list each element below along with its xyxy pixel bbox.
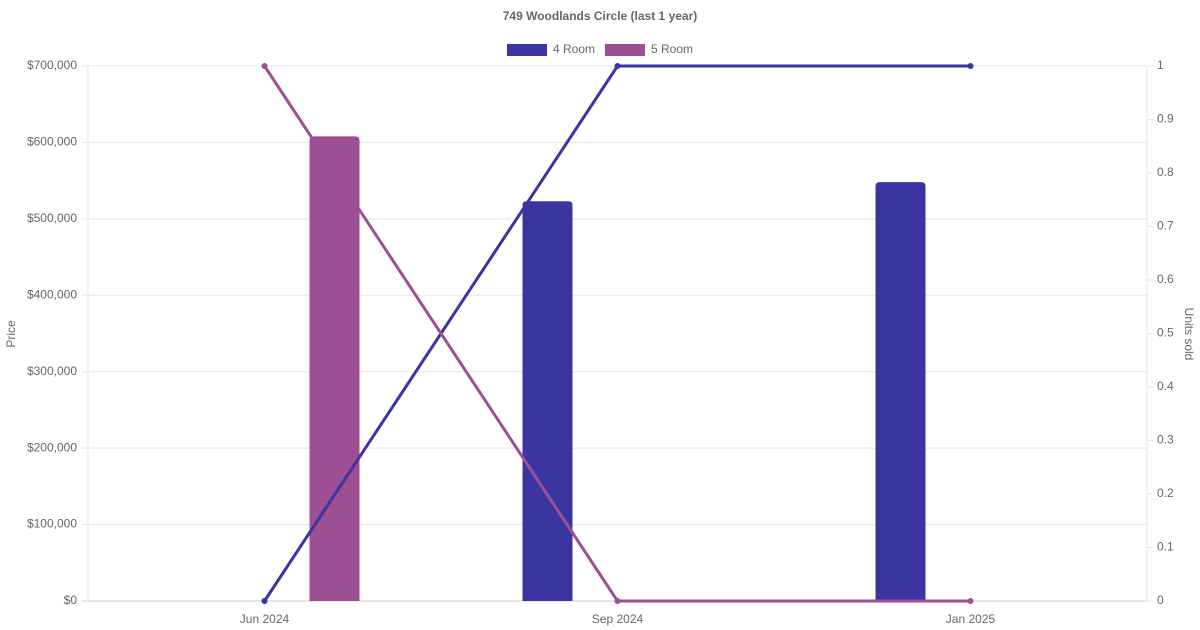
y-tick-label: $400,000 <box>27 287 77 301</box>
y2-tick-label: 0.9 <box>1157 112 1174 126</box>
y-tick-label: $600,000 <box>27 135 77 149</box>
x-tick-label: Jan 2025 <box>946 612 996 626</box>
y2-tick-label: 0.8 <box>1157 165 1174 179</box>
bar <box>875 182 926 601</box>
y2-tick-label: 0.7 <box>1157 219 1174 233</box>
y2-tick-label: 0.2 <box>1157 486 1174 500</box>
y-tick-label: $700,000 <box>27 58 77 72</box>
line-point <box>967 598 974 604</box>
line-point <box>261 63 268 69</box>
legend-label: 5 Room <box>651 42 693 56</box>
y-tick-label: $500,000 <box>27 211 77 225</box>
line-point <box>967 63 974 69</box>
y2-tick-label: 0.3 <box>1157 433 1174 447</box>
bar <box>522 201 573 601</box>
y2-tick-label: 1 <box>1157 58 1164 72</box>
y2-tick-label: 0.4 <box>1157 379 1174 393</box>
chart-title: 749 Woodlands Circle (last 1 year) <box>503 9 698 23</box>
x-tick-label: Jun 2024 <box>240 612 290 626</box>
line-point <box>614 63 621 69</box>
y-axis-title: Price <box>4 320 18 348</box>
y-tick-label: $100,000 <box>27 517 77 531</box>
line <box>263 65 971 603</box>
legend-swatch <box>507 44 547 56</box>
y2-tick-label: 0.6 <box>1157 272 1174 286</box>
y2-tick-label: 0 <box>1157 593 1164 607</box>
y-tick-label: $200,000 <box>27 440 77 454</box>
y-tick-label: $0 <box>64 593 78 607</box>
line-point <box>614 598 621 604</box>
y2-tick-label: 0.1 <box>1157 540 1174 554</box>
line <box>263 64 971 602</box>
legend-swatch <box>605 44 645 56</box>
x-tick-label: Sep 2024 <box>592 612 644 626</box>
line-point <box>261 598 268 604</box>
y2-tick-label: 0.5 <box>1157 326 1174 340</box>
y-tick-label: $300,000 <box>27 364 77 378</box>
bar <box>309 136 360 602</box>
y2-axis-title: Units sold <box>1182 308 1196 361</box>
legend-label: 4 Room <box>553 42 595 56</box>
